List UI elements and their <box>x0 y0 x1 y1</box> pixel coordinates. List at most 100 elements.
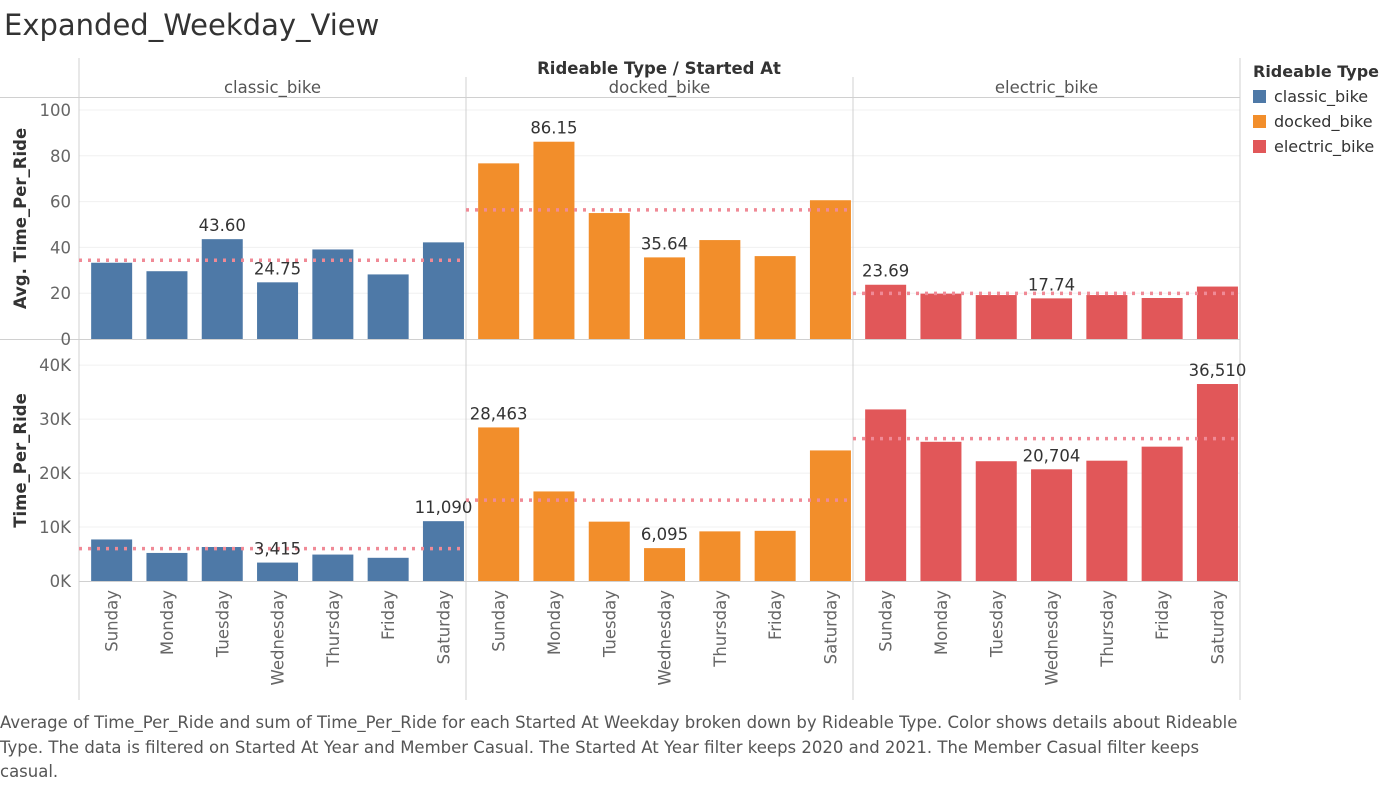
y-tick-label: 0 <box>61 330 72 349</box>
x-tick-label: Wednesday <box>1043 590 1062 686</box>
y-tick-label: 100 <box>40 101 72 120</box>
legend-item-electric-bike[interactable]: electric_bike <box>1253 134 1393 159</box>
bar <box>754 530 796 581</box>
x-tick-label: Saturday <box>821 590 840 665</box>
y-tick-label: 0K <box>50 572 72 591</box>
bar <box>257 282 299 339</box>
y-tick-label: 60 <box>50 193 71 212</box>
bar <box>1031 298 1073 339</box>
x-tick-label: Saturday <box>1208 590 1227 665</box>
data-label: 11,090 <box>415 498 473 517</box>
panel-header: electric_bike <box>995 78 1098 98</box>
y-tick-label: 40K <box>39 356 72 375</box>
legend-label: electric_bike <box>1274 137 1375 156</box>
x-tick-label: Tuesday <box>987 590 1006 658</box>
y-tick-label: 20K <box>39 464 72 483</box>
legend-title: Rideable Type <box>1253 62 1380 81</box>
bar <box>1141 298 1183 339</box>
bar <box>533 491 575 581</box>
bar <box>1141 446 1183 581</box>
y-tick-label: 40 <box>50 238 71 257</box>
bar <box>422 521 464 581</box>
y-axis-label: Time_Per_Ride <box>11 393 30 528</box>
legend-label: docked_bike <box>1274 112 1373 131</box>
bar <box>975 461 1017 581</box>
y-axis-label: Avg. Time_Per_Ride <box>11 128 30 309</box>
x-tick-label: Monday <box>932 590 951 655</box>
bar <box>644 257 686 339</box>
bar <box>367 274 409 339</box>
x-tick-label: Wednesday <box>269 590 288 686</box>
bar <box>920 293 962 339</box>
bar <box>588 213 630 339</box>
x-tick-label: Tuesday <box>213 590 232 658</box>
bar <box>1031 469 1073 581</box>
panel-header: docked_bike <box>609 78 711 98</box>
bar <box>699 240 741 339</box>
bar <box>478 163 520 339</box>
data-label: 6,095 <box>641 525 688 544</box>
bar <box>588 521 630 581</box>
bar <box>1086 460 1128 581</box>
bar <box>422 242 464 339</box>
data-label: 36,510 <box>1189 361 1247 380</box>
data-label: 43.60 <box>199 216 246 235</box>
bar <box>865 409 907 581</box>
panel-header: classic_bike <box>224 78 321 98</box>
data-label: 24.75 <box>254 259 301 278</box>
bar <box>809 450 851 581</box>
x-tick-label: Sunday <box>877 590 896 652</box>
bar <box>146 552 188 581</box>
data-label: 20,704 <box>1023 446 1081 465</box>
bar <box>478 427 520 581</box>
legend-item-classic-bike[interactable]: classic_bike <box>1253 84 1393 109</box>
bar <box>1196 286 1238 339</box>
y-tick-label: 10K <box>39 518 72 537</box>
y-tick-label: 30K <box>39 410 72 429</box>
legend-swatch <box>1253 90 1266 103</box>
bar <box>644 548 686 581</box>
data-label: 17.74 <box>1028 275 1075 294</box>
chart-caption: Average of Time_Per_Ride and sum of Time… <box>0 713 1238 781</box>
bar <box>201 239 243 339</box>
bar <box>754 256 796 339</box>
legend-swatch <box>1253 115 1266 128</box>
x-tick-label: Sunday <box>490 590 509 652</box>
x-tick-label: Thursday <box>324 590 343 668</box>
bar <box>533 141 575 339</box>
x-tick-label: Thursday <box>711 590 730 668</box>
bar <box>91 262 133 339</box>
y-tick-label: 20 <box>50 284 71 303</box>
bar <box>1086 295 1128 339</box>
data-label: 28,463 <box>470 404 528 423</box>
y-tick-label: 80 <box>50 147 71 166</box>
data-label: 3,415 <box>254 540 301 559</box>
bar <box>312 249 354 339</box>
x-tick-label: Friday <box>379 590 398 640</box>
legend: Rideable Type classic_bike docked_bike e… <box>1253 62 1393 159</box>
data-label: 35.64 <box>641 234 688 253</box>
x-tick-label: Monday <box>545 590 564 655</box>
x-tick-label: Saturday <box>434 590 453 665</box>
header-title: Rideable Type / Started At <box>537 59 781 78</box>
x-tick-label: Friday <box>766 590 785 640</box>
legend-label: classic_bike <box>1274 87 1369 106</box>
x-tick-label: Wednesday <box>656 590 675 686</box>
bar <box>975 295 1017 339</box>
bar <box>257 562 299 581</box>
chart-title: Expanded_Weekday_View <box>4 8 380 42</box>
data-label: 23.69 <box>862 262 909 281</box>
bar <box>312 554 354 581</box>
bar <box>809 200 851 339</box>
bar <box>367 557 409 581</box>
bar <box>91 539 133 581</box>
bar <box>699 531 741 581</box>
bar <box>1196 384 1238 581</box>
x-tick-label: Monday <box>158 590 177 655</box>
x-tick-label: Friday <box>1153 590 1172 640</box>
bar <box>920 441 962 581</box>
x-tick-label: Sunday <box>103 590 122 652</box>
legend-swatch <box>1253 140 1266 153</box>
legend-item-docked-bike[interactable]: docked_bike <box>1253 109 1393 134</box>
